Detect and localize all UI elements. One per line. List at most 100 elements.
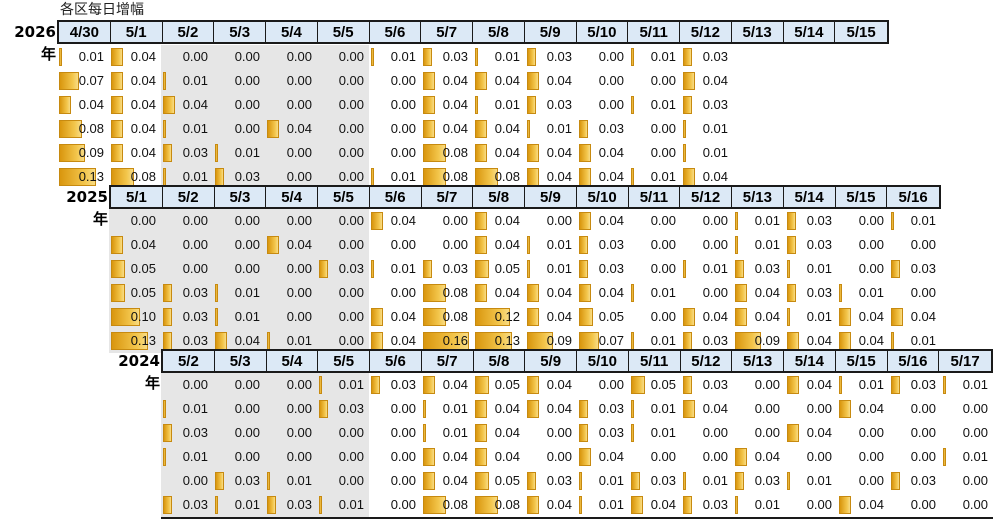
data-value: 0.03 [806,285,832,300]
data-bar [579,496,582,514]
data-bar [475,284,487,302]
data-bar [59,120,82,138]
data-value: 0.04 [546,169,572,184]
data-bar [787,212,796,230]
date-header-row: 4/30 5/1 5/2 5/3 5/4 5/5 5/6 5/7 5/8 5/9 5/10 5/11 5… [57,20,889,44]
data-value: 0.03 [182,497,208,512]
data-value: 0.00 [702,237,728,252]
data-value: 0.13 [494,333,520,348]
data-value: 0.04 [494,213,520,228]
data-cell: 0.01 [161,69,213,93]
date-header-cell: 5/11 [628,22,680,42]
data-cell: 0.03 [213,469,265,493]
data-bar [579,472,582,490]
data-cell: 0.08 [473,493,525,517]
data-bar [891,472,900,490]
data-cell: 0.04 [889,305,941,329]
data-value: 0.04 [442,73,468,88]
data-cell: 0.04 [681,305,733,329]
data-cell: 0.03 [161,281,213,305]
data-bar [215,332,227,350]
data-value: 0.00 [962,497,988,512]
date-header-cell: 5/7 [421,22,473,42]
data-bar [683,472,686,490]
data-cell: 0.00 [265,69,317,93]
data-cell: 0.00 [369,233,421,257]
data-cell: 0.04 [733,281,785,305]
data-value: 0.01 [442,425,468,440]
data-cell: 0.04 [473,397,525,421]
data-cell: 0.00 [265,257,317,281]
data-cell: 0.00 [837,469,889,493]
data-value: 0.00 [338,425,364,440]
date-header-cell: 5/5 [318,351,370,371]
data-cell: 0.04 [681,397,733,421]
data-value: 0.00 [234,73,260,88]
data-value: 0.01 [650,49,676,64]
data-cell: 0.13 [109,329,161,353]
data-value: 0.04 [182,97,208,112]
data-cell: 0.00 [681,281,733,305]
data-bar [787,308,790,326]
data-value: 0.03 [338,401,364,416]
data-cell: 0.03 [681,493,733,517]
data-bar [475,144,487,162]
data-value: 0.05 [494,473,520,488]
data-bar [579,168,591,186]
data-value: 0.04 [234,333,260,348]
data-cell: 0.10 [109,305,161,329]
data-cell: 0.00 [317,165,369,189]
data-value: 0.04 [494,449,520,464]
data-cell: 0.00 [265,445,317,469]
data-value: 0.00 [390,73,416,88]
data-cell: 0.13 [57,165,109,189]
data-bar [163,424,172,442]
data-cell: 0.03 [265,493,317,517]
data-bar [267,236,279,254]
data-bar [683,308,695,326]
data-bar [787,260,790,278]
data-cell: 0.00 [265,397,317,421]
data-cell: 0.08 [109,165,161,189]
date-header-cell: 5/14 [784,351,836,371]
data-bar [839,308,851,326]
data-cell: 0.00 [837,421,889,445]
data-bar [423,448,435,466]
data-cell: 0.00 [213,45,265,69]
data-value: 0.03 [702,333,728,348]
data-bar [683,96,692,114]
data-value: 0.04 [442,473,468,488]
data-bar [735,260,744,278]
data-value: 0.00 [546,449,572,464]
data-value: 0.09 [78,145,104,160]
data-value: 0.01 [650,169,676,184]
data-cell: 0.00 [265,165,317,189]
data-value: 0.09 [546,333,572,348]
data-cell: 0.04 [161,93,213,117]
data-value: 0.04 [598,169,624,184]
date-header-cell: 5/12 [681,351,733,371]
data-value: 0.05 [494,261,520,276]
data-value: 0.04 [390,333,416,348]
date-header-cell: 5/15 [846,23,876,41]
data-cell: 0.00 [577,45,629,69]
data-value: 0.00 [130,213,156,228]
data-value: 0.01 [234,285,260,300]
data-cell: 0.00 [629,69,681,93]
data-value: 0.03 [442,49,468,64]
data-value: 0.01 [650,285,676,300]
data-cell: 0.03 [577,421,629,445]
data-value: 0.03 [234,473,260,488]
data-value: 0.04 [806,425,832,440]
data-value: 0.03 [286,497,312,512]
data-bar [683,496,692,514]
data-value: 0.01 [182,449,208,464]
data-bar [111,120,123,138]
data-cell: 0.00 [681,209,733,233]
data-bar [631,96,634,114]
data-cell: 0.01 [213,305,265,329]
data-value: 0.00 [286,169,312,184]
data-cell: 0.00 [785,445,837,469]
data-value: 0.01 [442,401,468,416]
data-cell: 0.00 [161,373,213,397]
